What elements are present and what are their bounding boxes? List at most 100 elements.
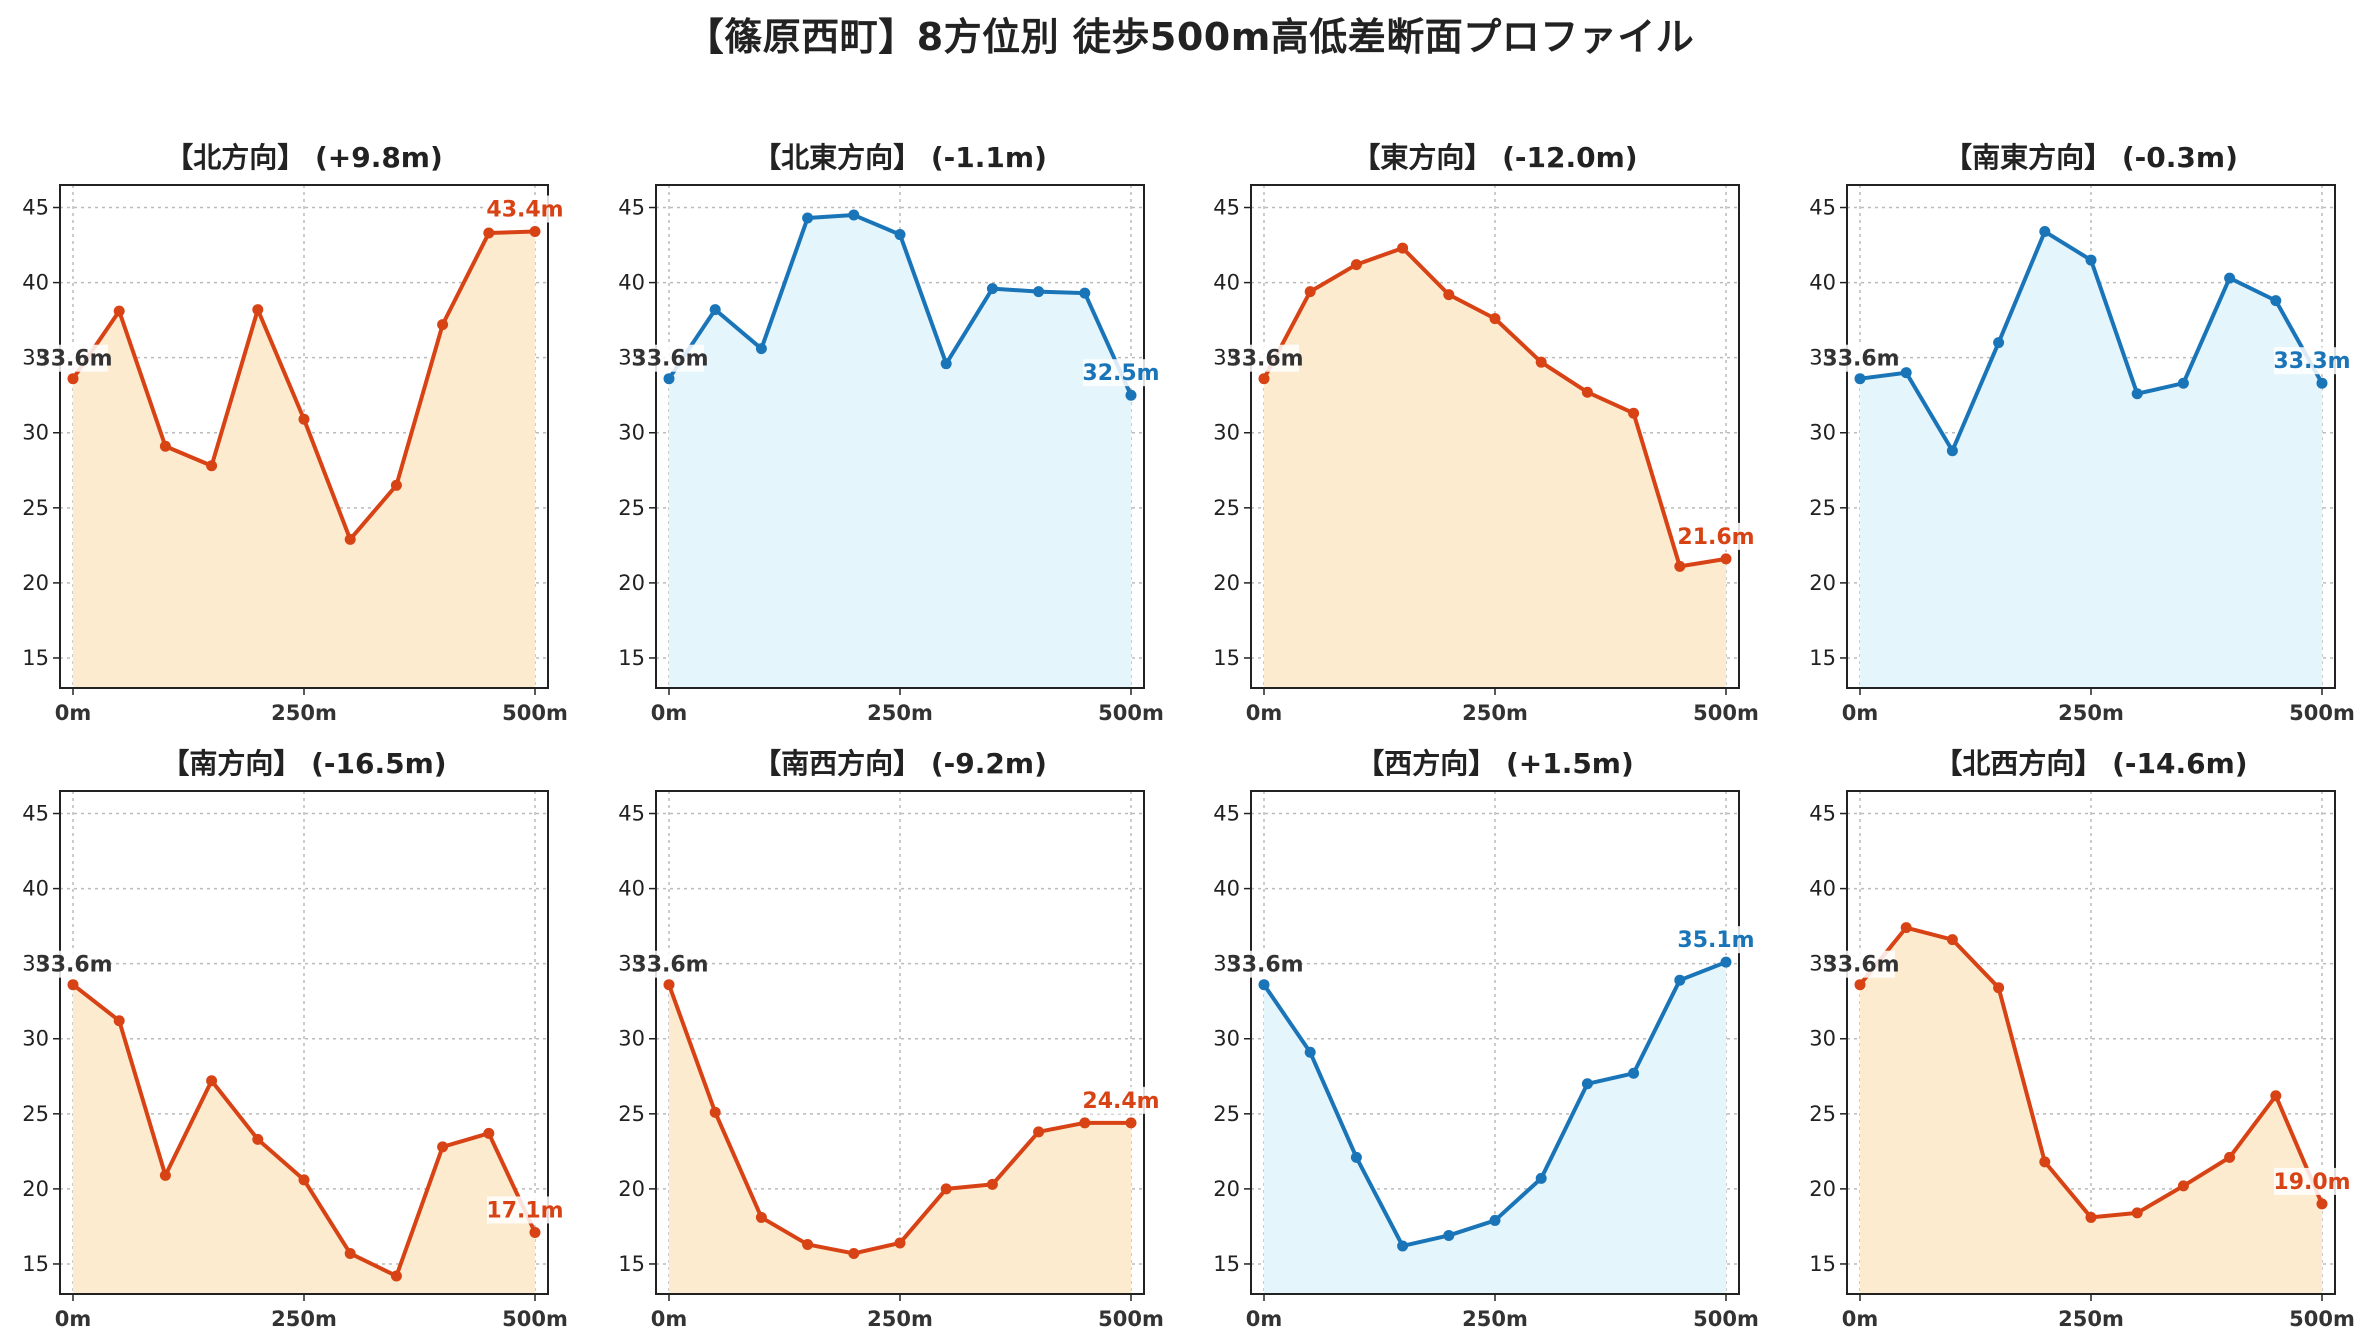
data-point	[1535, 356, 1547, 368]
start-label-background	[40, 344, 108, 372]
y-tick-label: 25	[1213, 1102, 1240, 1126]
data-point	[709, 1106, 721, 1118]
profile-area	[1860, 927, 2322, 1294]
x-tick-label: 250m	[2058, 1307, 2124, 1331]
x-tick-label: 250m	[1462, 1307, 1528, 1331]
y-tick-label: 45	[1809, 802, 1836, 826]
y-tick-label: 30	[1809, 1027, 1836, 1051]
y-tick-label: 25	[22, 496, 49, 520]
start-value-label: 33.6m	[1822, 347, 1899, 372]
end-value-label: 32.5m	[1082, 361, 1159, 386]
y-tick-label: 30	[22, 1027, 49, 1051]
y-tick-label: 30	[22, 421, 49, 445]
x-tick-label: 0m	[55, 701, 92, 725]
data-point	[1581, 1078, 1593, 1090]
data-point	[1720, 956, 1732, 968]
y-tick-label: 25	[22, 1102, 49, 1126]
x-tick-label: 0m	[1246, 1307, 1283, 1331]
x-tick-label: 500m	[1693, 701, 1759, 725]
y-tick-label: 30	[1809, 421, 1836, 445]
data-point	[252, 304, 264, 316]
x-tick-label: 500m	[1098, 701, 1164, 725]
x-tick-label: 0m	[1246, 701, 1283, 725]
x-tick-label: 250m	[867, 1307, 933, 1331]
y-tick-label: 40	[1809, 877, 1836, 901]
panel-title: 【西方向】 (+1.5m)	[1356, 747, 1634, 780]
data-point	[2039, 1156, 2051, 1168]
data-point	[1125, 1117, 1137, 1129]
start-label-background	[1231, 344, 1299, 372]
data-point	[2316, 377, 2328, 389]
profile-area	[73, 231, 535, 688]
x-tick-label: 250m	[2058, 701, 2124, 725]
data-point	[1581, 386, 1593, 398]
y-tick-label: 20	[1809, 1177, 1836, 1201]
start-label-background	[1827, 344, 1895, 372]
x-tick-label: 500m	[1098, 1307, 1164, 1331]
data-point	[344, 533, 356, 545]
data-point	[437, 1141, 449, 1153]
y-tick-label: 40	[618, 271, 645, 295]
end-label-background	[1083, 1086, 1159, 1114]
data-point	[2039, 226, 2051, 238]
data-point	[2224, 1151, 2236, 1163]
profile-area	[1860, 231, 2322, 688]
y-tick-label: 40	[1809, 271, 1836, 295]
data-point	[1628, 1067, 1640, 1079]
start-label-background	[1231, 950, 1299, 978]
data-point	[1720, 553, 1732, 565]
data-point	[298, 1174, 310, 1186]
data-point	[1033, 286, 1045, 298]
y-tick-label: 15	[1809, 646, 1836, 670]
data-point	[1258, 373, 1270, 385]
start-value-label: 33.6m	[35, 347, 112, 372]
x-tick-label: 250m	[1462, 701, 1528, 725]
y-tick-label: 15	[1213, 1252, 1240, 1276]
data-point	[1125, 389, 1137, 401]
data-point	[1674, 974, 1686, 986]
data-point	[802, 1238, 814, 1250]
data-point	[1993, 337, 2005, 349]
start-value-label: 33.6m	[631, 347, 708, 372]
y-tick-label: 30	[1213, 1027, 1240, 1051]
panel-title: 【東方向】 (-12.0m)	[1352, 141, 1637, 174]
data-point	[1674, 560, 1686, 572]
data-point	[159, 1169, 171, 1181]
profile-area	[1264, 962, 1726, 1294]
start-value-label: 33.6m	[631, 953, 708, 978]
y-tick-label: 25	[1809, 496, 1836, 520]
y-tick-label: 15	[22, 1252, 49, 1276]
data-point	[1854, 373, 1866, 385]
y-tick-label: 45	[22, 802, 49, 826]
data-point	[529, 226, 541, 238]
data-point	[986, 1178, 998, 1190]
end-label-background	[1083, 359, 1159, 387]
data-point	[1397, 1240, 1409, 1252]
y-tick-label: 45	[618, 196, 645, 220]
end-label-background	[2274, 1167, 2350, 1195]
y-tick-label: 40	[1213, 271, 1240, 295]
y-tick-label: 15	[22, 646, 49, 670]
start-value-label: 33.6m	[1822, 953, 1899, 978]
data-point	[483, 227, 495, 239]
start-label-background	[636, 950, 704, 978]
data-point	[2270, 1090, 2282, 1102]
data-point	[390, 1270, 402, 1282]
data-point	[67, 979, 79, 991]
data-point	[483, 1127, 495, 1139]
data-point	[1946, 445, 1958, 457]
y-tick-label: 20	[22, 1177, 49, 1201]
data-point	[1628, 407, 1640, 419]
data-point	[529, 1226, 541, 1238]
y-tick-label: 20	[1213, 1177, 1240, 1201]
data-point	[2270, 295, 2282, 307]
end-value-label: 21.6m	[1677, 525, 1754, 550]
x-tick-label: 0m	[651, 701, 688, 725]
y-tick-label: 20	[618, 571, 645, 595]
data-point	[1854, 979, 1866, 991]
data-point	[2131, 388, 2143, 400]
